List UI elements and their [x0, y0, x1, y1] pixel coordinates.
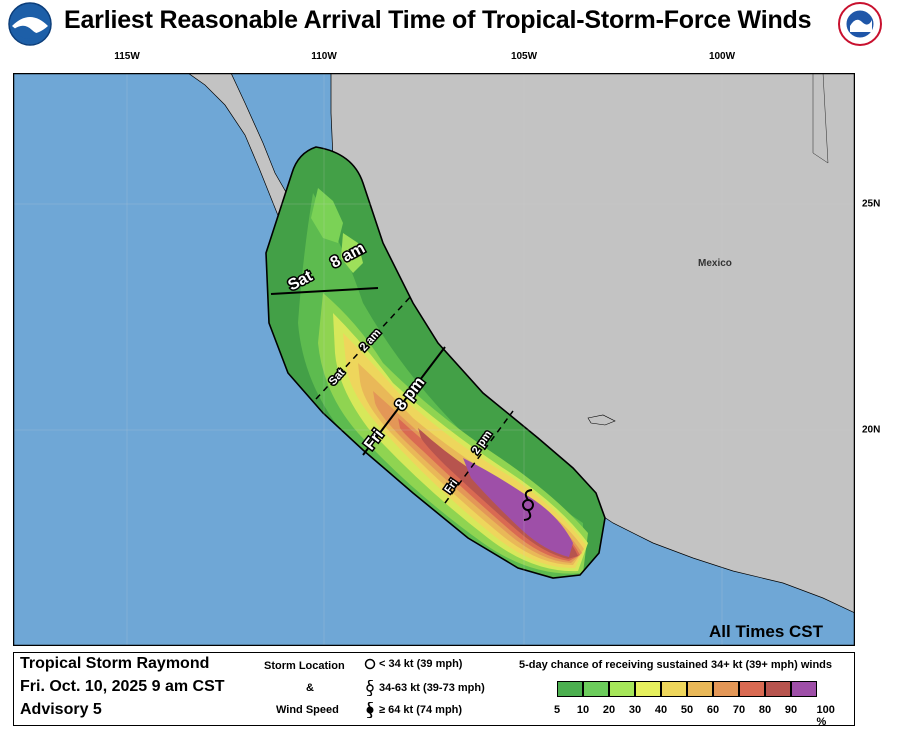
scale-swatch [687, 681, 713, 697]
storm-location-heading: Storm Location [264, 660, 345, 672]
scale-tick: 30 [628, 704, 642, 716]
map-frame [13, 73, 855, 646]
time-zone-note: All Times CST [709, 622, 824, 641]
latitude-label: 25N [862, 198, 881, 210]
scale-tick: 60 [706, 704, 720, 716]
legend-item-tropical-storm: 34-63 kt (39-73 mph) [364, 680, 485, 696]
advisory-datetime: Fri. Oct. 10, 2025 9 am CST [20, 678, 225, 695]
nws-logo-icon [838, 2, 882, 46]
scale-tick: 40 [654, 704, 668, 716]
legend-panel: Tropical Storm Raymond Fri. Oct. 10, 202… [13, 652, 855, 728]
circle-icon [364, 658, 376, 670]
scale-swatch [635, 681, 661, 697]
legend-item-weak: < 34 kt (39 mph) [364, 658, 462, 670]
probability-scale-title: 5-day chance of receiving sustained 34+ … [519, 659, 832, 671]
scale-tick: 50 [680, 704, 694, 716]
arrival-line-sat-8am [270, 287, 379, 295]
graticule [13, 73, 855, 646]
hurricane-icon [366, 702, 374, 718]
storm-name: Tropical Storm Raymond [20, 655, 210, 672]
scale-tick: 20 [602, 704, 616, 716]
scale-swatch [609, 681, 635, 697]
header: Earliest Reasonable Arrival Time of Trop… [0, 0, 897, 48]
scale-swatch [765, 681, 791, 697]
tropical-storm-icon [522, 489, 534, 521]
legend-item-label: 34-63 kt (39-73 mph) [379, 682, 485, 694]
scale-tick: 80 [758, 704, 772, 716]
scale-tick: 90 [784, 704, 798, 716]
tropical-storm-icon [366, 680, 374, 696]
scale-swatch [661, 681, 687, 697]
place-label-mexico: Mexico [698, 258, 732, 269]
scale-tick: 100 % [816, 704, 835, 728]
us-mexico-border [812, 73, 829, 164]
scale-swatch [791, 681, 817, 697]
arrival-line-fri-2pm [444, 410, 514, 504]
scale-swatch [557, 681, 583, 697]
page-title: Earliest Reasonable Arrival Time of Trop… [64, 6, 812, 34]
swath-outline [265, 146, 606, 579]
scale-swatch [713, 681, 739, 697]
islas-marias [587, 414, 616, 426]
scale-swatch [739, 681, 765, 697]
legend-item-hurricane: ≥ 64 kt (74 mph) [364, 702, 462, 718]
noaa-logo-icon [8, 2, 52, 46]
longitude-label: 105W [510, 51, 538, 62]
longitude-label: 100W [708, 51, 736, 62]
storm-location-amp: & [306, 682, 314, 694]
legend-item-label: < 34 kt (39 mph) [379, 658, 463, 670]
arrival-line-fri-8pm [362, 346, 446, 456]
arrival-line-sat-2am [315, 293, 414, 400]
scale-tick: 10 [576, 704, 590, 716]
scale-swatch [583, 681, 609, 697]
map-panel: Sat 8 am Sat 2 am Fri 8 pm Fri 2 pm Mexi… [13, 73, 855, 646]
scale-tick: 5 [553, 704, 561, 716]
legend-item-label: ≥ 64 kt (74 mph) [379, 704, 463, 716]
longitude-label: 115W [114, 51, 140, 62]
advisory-number: Advisory 5 [20, 701, 102, 718]
latitude-label: 20N [862, 424, 881, 436]
wind-speed-heading: Wind Speed [276, 704, 339, 716]
scale-tick: 70 [732, 704, 746, 716]
longitude-label: 110W [311, 51, 337, 62]
